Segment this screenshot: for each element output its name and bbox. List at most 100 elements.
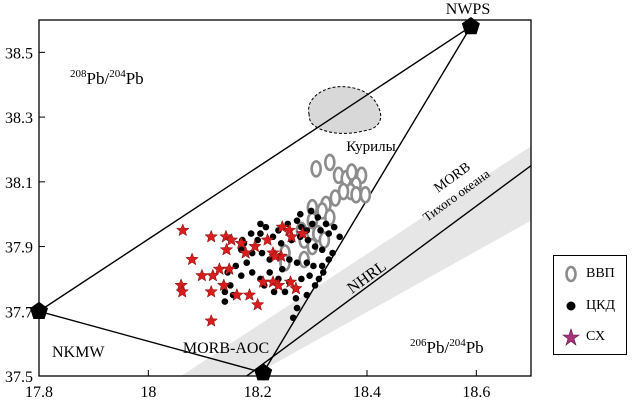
- data-point-filled-circle: [281, 288, 289, 296]
- x-tick-label: 18.4: [353, 384, 381, 401]
- data-point-filled-circle: [277, 240, 285, 247]
- data-point-filled-circle: [325, 230, 333, 237]
- data-point-filled-circle: [286, 256, 293, 263]
- data-point-filled-circle: [247, 230, 255, 237]
- data-point-filled-circle: [318, 246, 326, 254]
- y-tick-label: 37.9: [5, 240, 33, 257]
- data-point-filled-circle: [311, 243, 319, 250]
- data-point-star: [242, 287, 257, 301]
- data-point-star: [219, 242, 234, 256]
- axes: 17.8 18 18.2 18.4 18.6 37.5 37.7 37.9 38.1 38.3 38…: [5, 45, 490, 401]
- data-point-filled-circle: [292, 295, 300, 302]
- y-tick-label: 37.5: [5, 369, 33, 386]
- y-tick-label: 38.5: [5, 45, 33, 62]
- x-tick-label: 18.2: [244, 384, 272, 401]
- data-point-filled-circle: [309, 220, 316, 228]
- endmember-label: NKMW: [52, 344, 105, 361]
- data-point-open-ellipse: [329, 189, 342, 207]
- data-point-open-ellipse: [350, 185, 362, 204]
- data-point-star: [250, 297, 265, 311]
- data-point-star: [275, 219, 290, 233]
- x-tick-label: 18.6: [462, 384, 490, 401]
- legend-item-vvp: ВВП: [554, 262, 626, 288]
- data-point-star: [222, 262, 237, 276]
- data-point-star: [175, 284, 190, 298]
- data-point-filled-circle: [330, 223, 338, 231]
- data-point-filled-circle: [257, 230, 264, 237]
- data-point-filled-circle: [293, 217, 301, 224]
- data-point-filled-circle: [303, 259, 311, 267]
- data-point-star: [282, 223, 297, 237]
- endmember-label: MORB-AOC: [183, 340, 269, 357]
- series-star: [174, 219, 310, 327]
- data-point-filled-circle: [243, 259, 251, 267]
- data-point-filled-circle: [329, 249, 336, 257]
- data-point-star: [271, 278, 286, 292]
- endmembers: NWPS NKMW MORB-AOC: [30, 1, 490, 381]
- star-icon: [562, 328, 580, 346]
- open-ellipse-icon: [565, 265, 577, 283]
- data-point-filled-circle: [262, 223, 270, 231]
- data-point-filled-circle: [307, 207, 315, 215]
- data-point-filled-circle: [298, 275, 305, 283]
- mixing-line-nkmw-morb: [39, 310, 264, 374]
- data-point-open-ellipse: [324, 153, 336, 172]
- data-point-star: [219, 229, 233, 243]
- data-point-filled-circle: [306, 272, 313, 279]
- legend-item-ckd: ЦКД: [554, 294, 626, 320]
- data-point-star: [212, 261, 227, 276]
- endmember-marker: [30, 301, 48, 319]
- fields: [181, 86, 531, 376]
- data-point-star: [260, 232, 275, 246]
- data-point-filled-circle: [289, 314, 297, 322]
- data-point-filled-circle: [310, 262, 317, 270]
- data-point-star: [204, 313, 219, 327]
- data-point-filled-circle: [297, 210, 304, 218]
- data-point-filled-circle: [311, 282, 319, 289]
- legend: ВВП ЦКД СХ: [553, 255, 627, 355]
- data-point-filled-circle: [258, 249, 266, 257]
- data-point-open-ellipse: [359, 185, 372, 204]
- data-point-filled-circle: [221, 298, 229, 305]
- endmember-marker: [461, 17, 480, 35]
- data-point-filled-circle: [293, 259, 301, 267]
- x-tick-label: 18: [140, 384, 156, 401]
- y-tick-label: 38.3: [5, 110, 33, 127]
- data-point-star: [266, 274, 280, 288]
- plot-frame: [38, 19, 532, 377]
- data-point-star: [234, 236, 249, 250]
- data-point-star: [206, 268, 220, 282]
- data-point-star: [195, 268, 209, 282]
- legend-item-sx: СХ: [554, 325, 626, 351]
- data-point-star: [185, 252, 199, 266]
- data-point-filled-circle: [278, 265, 286, 273]
- data-point-open-ellipse: [310, 160, 322, 178]
- data-point-star: [283, 274, 298, 288]
- endmember-label: NWPS: [446, 1, 490, 18]
- data-point-star: [175, 223, 190, 237]
- data-point-star: [284, 229, 299, 243]
- endmember-marker: [254, 363, 273, 381]
- morb-field: [181, 146, 531, 376]
- x-axis-label: 206Pb/204Pb: [410, 337, 484, 357]
- nhrl-line: [246, 165, 531, 376]
- data-point-filled-circle: [303, 291, 311, 299]
- data-point-star: [268, 249, 282, 263]
- data-point-star: [248, 239, 262, 253]
- mixing-line-nwps-nkmw: [39, 25, 472, 312]
- data-point-filled-circle: [293, 304, 301, 312]
- data-point-filled-circle: [314, 214, 322, 221]
- legend-label: СХ: [586, 329, 606, 344]
- data-point-filled-circle: [317, 227, 324, 234]
- legend-label: ЦКД: [586, 298, 615, 313]
- y-tick-label: 38.1: [5, 175, 33, 192]
- kurily-label: Курилы: [346, 139, 395, 155]
- data-point-star: [295, 226, 310, 240]
- series-open-ellipse: [279, 153, 372, 272]
- filled-circle-icon: [566, 301, 576, 311]
- data-point-filled-circle: [266, 269, 273, 276]
- x-tick-label: 17.8: [25, 384, 53, 401]
- data-point-filled-circle: [254, 236, 261, 244]
- data-point-star: [230, 287, 244, 301]
